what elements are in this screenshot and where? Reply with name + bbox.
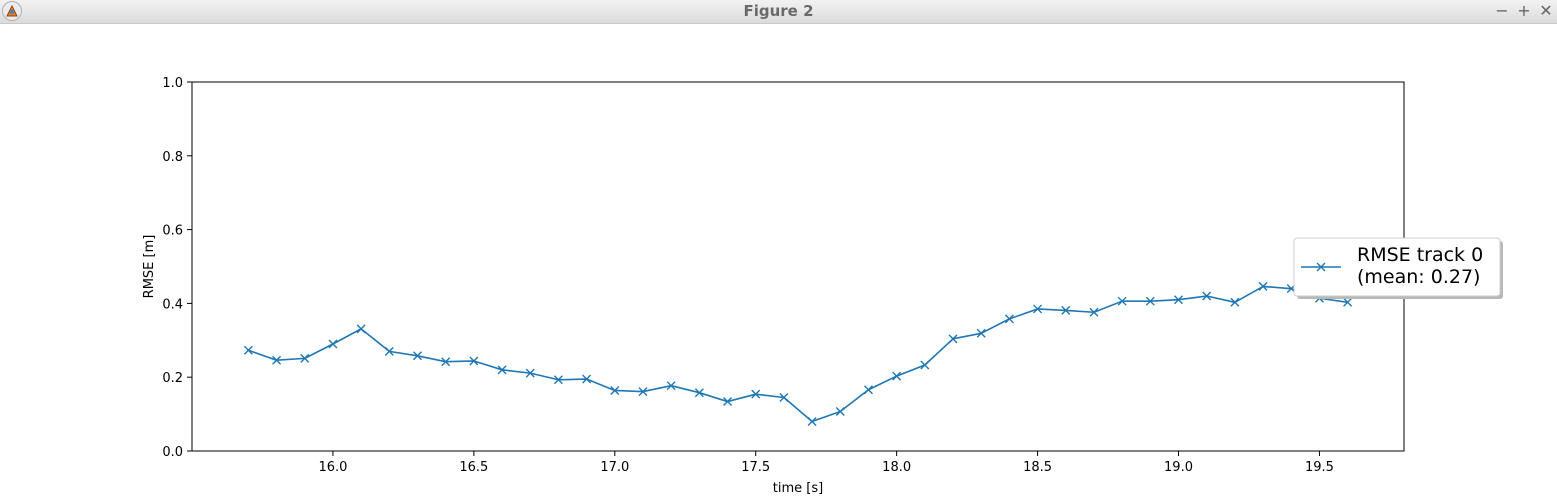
legend-marker xyxy=(1316,262,1326,272)
data-point-marker xyxy=(553,375,563,385)
data-point-marker xyxy=(441,357,451,367)
data-point-marker xyxy=(1230,297,1240,307)
data-point-marker xyxy=(582,374,592,384)
data-point-marker xyxy=(469,356,479,366)
data-point-marker xyxy=(1258,281,1268,291)
data-point-marker xyxy=(1089,307,1099,317)
data-point-marker xyxy=(328,339,338,349)
legend-label: (mean: 0.27) xyxy=(1357,266,1480,288)
data-point-marker xyxy=(976,328,986,338)
data-point-marker xyxy=(751,389,761,399)
y-tick-label: 0.2 xyxy=(162,371,183,386)
window-title: Figure 2 xyxy=(743,2,814,20)
data-point-marker xyxy=(723,397,733,407)
data-point-marker xyxy=(1343,297,1353,307)
data-point-marker xyxy=(920,360,930,370)
x-tick-label: 18.0 xyxy=(882,460,911,475)
data-point-marker xyxy=(1202,291,1212,301)
x-tick-label: 17.0 xyxy=(600,460,629,475)
x-tick-label: 18.5 xyxy=(1023,460,1052,475)
data-point-marker xyxy=(497,365,507,375)
data-point-marker xyxy=(272,355,282,365)
data-point-marker xyxy=(807,416,817,426)
y-tick-label: 0.0 xyxy=(162,445,183,460)
close-button[interactable]: ✕ xyxy=(1539,1,1553,20)
x-tick-label: 19.5 xyxy=(1305,460,1334,475)
data-point-marker xyxy=(1145,296,1155,306)
data-point-marker xyxy=(356,324,366,334)
data-point-marker xyxy=(779,393,789,402)
data-point-marker xyxy=(694,388,704,398)
data-point-marker xyxy=(1061,305,1071,315)
data-point-marker xyxy=(835,407,845,417)
title-bar[interactable]: Figure 2 − + ✕ xyxy=(0,0,1557,24)
data-point-marker xyxy=(638,387,648,397)
y-tick-label: 1.0 xyxy=(162,76,183,91)
data-point-marker xyxy=(1117,296,1127,306)
series-line xyxy=(248,285,1348,423)
data-point-marker xyxy=(948,334,958,344)
y-axis-label: RMSE [m] xyxy=(142,235,157,299)
data-point-marker xyxy=(384,346,394,356)
plot-frame xyxy=(191,81,1405,452)
data-point-marker xyxy=(610,385,620,395)
rmse-line-chart: 16.0 16.5 17.0 17.5 18.0 18.5 19.0 19.5 0.0 0.2 0.… xyxy=(142,76,1503,496)
x-axis-label: time [s] xyxy=(773,481,823,496)
data-point-marker xyxy=(1033,304,1043,314)
data-point-marker xyxy=(412,351,422,361)
chart-area: 16.0 16.5 17.0 17.5 18.0 18.5 19.0 19.5 0.0 0.2 0.… xyxy=(0,24,1557,499)
minimize-button[interactable]: − xyxy=(1495,1,1509,20)
x-tick-label: 16.5 xyxy=(459,460,488,475)
app-icon[interactable] xyxy=(2,1,22,21)
data-point-marker xyxy=(863,385,873,395)
data-point-marker xyxy=(1004,314,1014,324)
y-tick-label: 0.4 xyxy=(162,297,183,312)
maximize-button[interactable]: + xyxy=(1517,1,1531,20)
data-point-marker xyxy=(892,371,902,381)
x-tick-label: 16.0 xyxy=(318,460,347,475)
data-point-marker xyxy=(666,381,676,391)
data-point-marker xyxy=(525,368,535,378)
data-point-marker xyxy=(1174,295,1184,305)
x-tick-label: 17.5 xyxy=(741,460,770,475)
legend-box xyxy=(1293,237,1501,297)
data-point-marker xyxy=(243,345,253,355)
legend-label: RMSE track 0 xyxy=(1357,244,1483,266)
x-tick-label: 19.0 xyxy=(1164,460,1193,475)
y-tick-label: 0.8 xyxy=(162,150,183,165)
data-point-marker xyxy=(300,353,310,363)
y-tick-label: 0.6 xyxy=(162,224,183,239)
